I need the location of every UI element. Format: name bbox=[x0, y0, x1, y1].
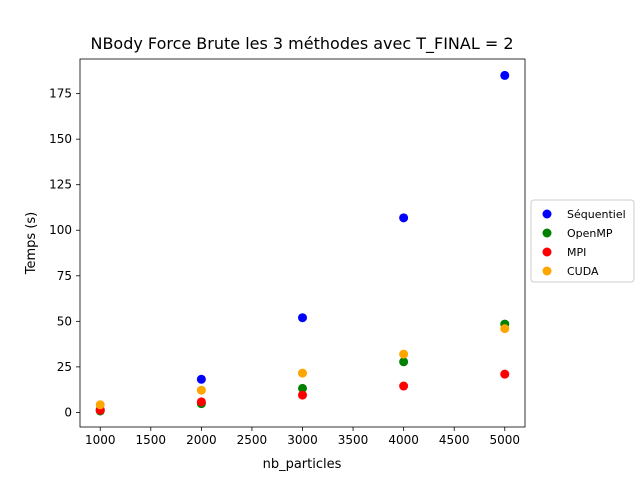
x-tick-label: 1500 bbox=[136, 433, 167, 447]
cuda-point bbox=[500, 324, 510, 334]
legend: Séquentiel OpenMP MPI CUDA bbox=[530, 199, 635, 283]
x-axis-label: nb_particles bbox=[263, 457, 342, 472]
y-tick-label: 25 bbox=[57, 360, 72, 374]
sequentiel-point bbox=[298, 313, 307, 323]
cuda-legend-marker bbox=[542, 266, 552, 276]
sequentiel-point bbox=[399, 213, 409, 223]
chart-title: NBody Force Brute les 3 méthodes avec T_… bbox=[90, 34, 513, 54]
mpi-point bbox=[196, 397, 206, 407]
x-tick-label: 1000 bbox=[85, 433, 116, 447]
cuda-point bbox=[196, 385, 206, 395]
mpi-point bbox=[500, 369, 510, 379]
y-tick-label: 0 bbox=[64, 405, 72, 419]
openmp-legend-label: OpenMP bbox=[567, 227, 613, 240]
cuda-point bbox=[298, 368, 307, 378]
x-tick-label: 2500 bbox=[237, 433, 268, 447]
mpi-legend-marker bbox=[542, 247, 552, 257]
plot-area: 1000 1500 2000 2500 3000 3500 4000 4500 5000 0 25 5… bbox=[49, 58, 526, 447]
sequentiel-point bbox=[500, 70, 510, 80]
x-tick-label: 4000 bbox=[388, 433, 419, 447]
mpi-legend-label: MPI bbox=[567, 246, 586, 259]
sequentiel-point bbox=[196, 374, 206, 384]
cuda-point bbox=[399, 349, 409, 359]
openmp-legend-marker bbox=[542, 228, 552, 238]
openmp-point bbox=[399, 357, 409, 367]
legend-box bbox=[530, 199, 635, 283]
y-axis-label: Temps (s) bbox=[24, 212, 39, 275]
x-tick-label: 3500 bbox=[338, 433, 369, 447]
y-tick-label: 75 bbox=[57, 269, 72, 283]
x-tick-label: 5000 bbox=[489, 433, 520, 447]
openmp-point bbox=[298, 383, 307, 393]
y-tick-label: 100 bbox=[49, 223, 72, 237]
mpi-point bbox=[399, 381, 409, 391]
x-tick-label: 4500 bbox=[439, 433, 470, 447]
y-tick-label: 150 bbox=[49, 132, 72, 146]
cuda-legend-label: CUDA bbox=[567, 265, 599, 278]
x-tick-label: 3000 bbox=[287, 433, 318, 447]
cuda-point bbox=[95, 400, 105, 410]
x-tick-label: 2000 bbox=[186, 433, 217, 447]
mpi-point bbox=[298, 390, 307, 400]
y-tick-label: 50 bbox=[57, 314, 72, 328]
y-tick-label: 175 bbox=[49, 87, 72, 101]
y-tick-label: 125 bbox=[49, 178, 72, 192]
sequentiel-legend-marker bbox=[542, 209, 552, 219]
sequentiel-legend-label: Séquentiel bbox=[567, 208, 626, 221]
data-points bbox=[95, 70, 510, 416]
